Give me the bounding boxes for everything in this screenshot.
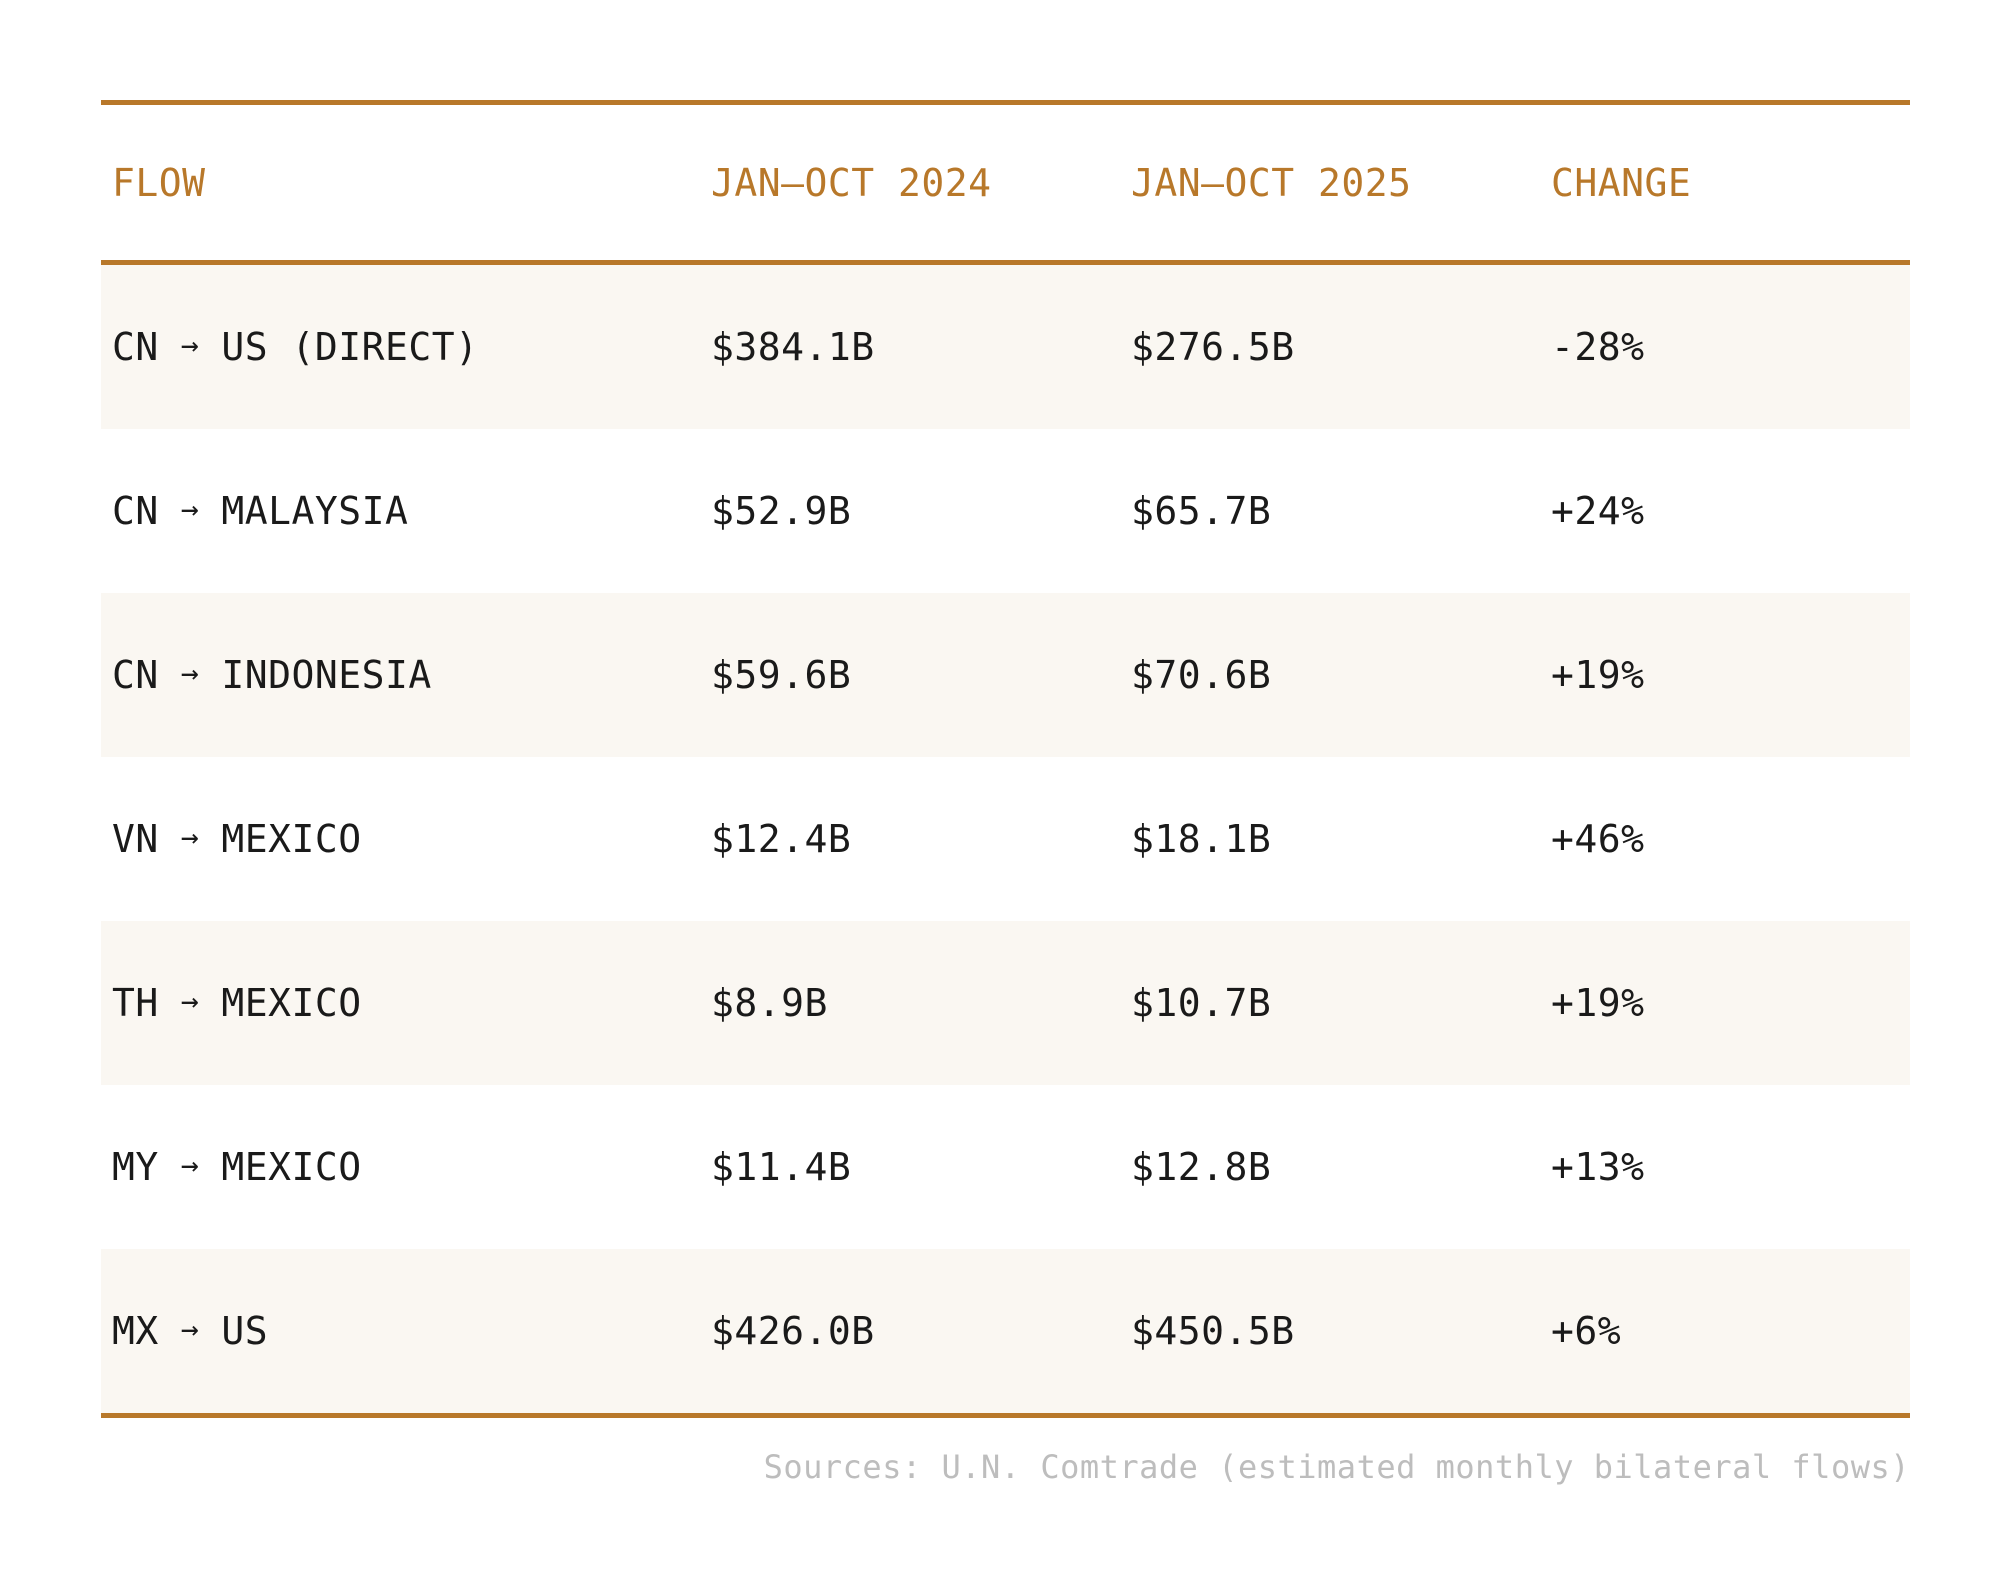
value-2024-cell: $59.6B [711,653,852,697]
value-2024-cell: $426.0B [711,1309,875,1353]
trade-flow-table: FLOW JAN–OCT 2024 JAN–OCT 2025 CHANGE CN… [101,100,1910,1418]
right-arrow-icon: → [180,983,200,1019]
header-row: FLOW JAN–OCT 2024 JAN–OCT 2025 CHANGE [101,105,1910,260]
change-cell: -28% [1551,325,1645,369]
value-2025-cell: $12.8B [1131,1145,1272,1189]
right-arrow-icon: → [180,491,200,527]
origin-label: CN [112,325,159,369]
flow-cell: TH → MEXICO [112,921,362,1085]
flow-cell: CN → INDONESIA [112,593,432,757]
change-cell: +46% [1551,817,1645,861]
table-row: CN → MALAYSIA $52.9B $65.7B +24% [101,429,1910,593]
origin-label: MY [112,1145,159,1189]
destination-label: MALAYSIA [221,489,409,533]
flow-cell: VN → MEXICO [112,757,362,921]
table-row: VN → MEXICO $12.4B $18.1B +46% [101,757,1910,921]
right-arrow-icon: → [180,327,200,363]
header-rule [101,260,1910,265]
flow-cell: CN → MALAYSIA [112,429,408,593]
value-2025-cell: $450.5B [1131,1309,1295,1353]
destination-label: INDONESIA [221,653,432,697]
value-2024-cell: $12.4B [711,817,852,861]
change-cell: +13% [1551,1145,1645,1189]
column-header-2024: JAN–OCT 2024 [711,160,992,205]
right-arrow-icon: → [180,655,200,691]
value-2024-cell: $8.9B [711,981,828,1025]
value-2024-cell: $384.1B [711,325,875,369]
right-arrow-icon: → [180,819,200,855]
table-row: MY → MEXICO $11.4B $12.8B +13% [101,1085,1910,1249]
change-cell: +24% [1551,489,1645,533]
column-header-flow: FLOW [112,160,206,205]
table-row: CN → US (DIRECT) $384.1B $276.5B -28% [101,265,1910,429]
source-note: Sources: U.N. Comtrade (estimated monthl… [763,1448,1910,1486]
table-row: TH → MEXICO $8.9B $10.7B +19% [101,921,1910,1085]
value-2025-cell: $10.7B [1131,981,1272,1025]
table-row: CN → INDONESIA $59.6B $70.6B +19% [101,593,1910,757]
destination-label: US [221,1309,269,1353]
destination-label: MEXICO [221,1145,362,1189]
value-2025-cell: $70.6B [1131,653,1272,697]
change-cell: +6% [1551,1309,1622,1353]
top-rule [101,100,1910,105]
value-2025-cell: $65.7B [1131,489,1272,533]
value-2025-cell: $276.5B [1131,325,1295,369]
destination-label: MEXICO [221,817,362,861]
table-row: MX → US $426.0B $450.5B +6% [101,1249,1910,1413]
flow-cell: MY → MEXICO [112,1085,362,1249]
value-2025-cell: $18.1B [1131,817,1272,861]
origin-label: MX [112,1309,159,1353]
change-cell: +19% [1551,981,1645,1025]
right-arrow-icon: → [180,1147,200,1183]
origin-label: CN [112,489,159,533]
value-2024-cell: $11.4B [711,1145,852,1189]
flow-cell: CN → US (DIRECT) [112,265,479,429]
origin-label: CN [112,653,159,697]
bottom-rule [101,1413,1910,1418]
flow-cell: MX → US [112,1249,268,1413]
value-2024-cell: $52.9B [711,489,852,533]
destination-label: MEXICO [221,981,362,1025]
change-cell: +19% [1551,653,1645,697]
right-arrow-icon: → [180,1311,200,1347]
origin-label: VN [112,817,159,861]
column-header-2025: JAN–OCT 2025 [1131,160,1412,205]
destination-label: US (DIRECT) [221,325,479,369]
origin-label: TH [112,981,159,1025]
column-header-change: CHANGE [1551,160,1692,205]
